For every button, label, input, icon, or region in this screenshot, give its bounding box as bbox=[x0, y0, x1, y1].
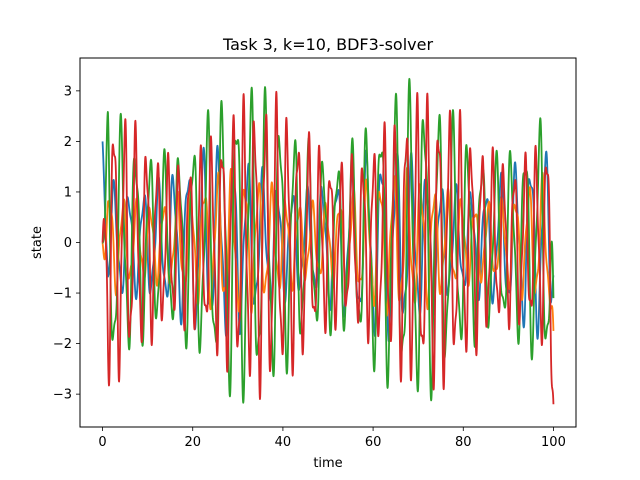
x-tick-label: 80 bbox=[455, 435, 472, 450]
series-line-3 bbox=[101, 77, 555, 404]
y-ticks: −3 −2 −1 0 1 2 3 bbox=[53, 84, 80, 403]
series-group bbox=[101, 77, 555, 405]
y-axis-label: state bbox=[30, 226, 45, 259]
y-tick-label: 1 bbox=[64, 185, 72, 200]
x-tick-label: 60 bbox=[365, 435, 382, 450]
y-tick-label: 2 bbox=[64, 135, 72, 150]
y-tick-label: −3 bbox=[53, 388, 72, 403]
y-tick-label: −2 bbox=[53, 337, 72, 352]
x-tick-label: 20 bbox=[184, 435, 201, 450]
y-tick-label: 3 bbox=[64, 84, 72, 99]
series-line-4 bbox=[101, 90, 555, 405]
x-axis-label: time bbox=[313, 456, 342, 471]
y-tick-label: −1 bbox=[53, 287, 72, 302]
y-tick-label: 0 bbox=[64, 236, 72, 251]
x-tick-label: 0 bbox=[98, 435, 106, 450]
chart-title: Task 3, k=10, BDF3-solver bbox=[222, 35, 434, 54]
x-tick-label: 100 bbox=[541, 435, 566, 450]
x-ticks: 0 20 40 60 80 100 bbox=[98, 427, 566, 450]
x-tick-label: 40 bbox=[275, 435, 292, 450]
